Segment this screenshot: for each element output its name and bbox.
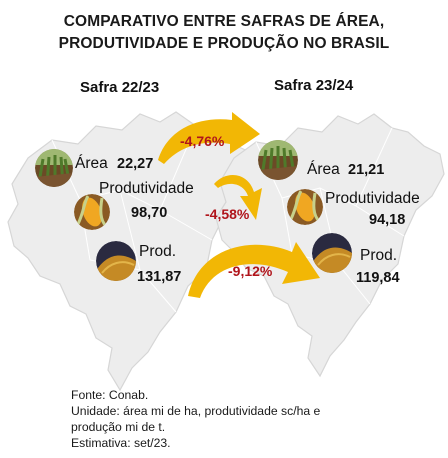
right-area-label: Área [307,161,340,178]
footer-unit-line-1: Unidade: área mi de ha, produtividade sc… [71,404,321,418]
footer-unit-line-2: produção mi de t. [71,420,166,434]
left-production-label: Prod. [139,243,177,260]
grain-pile-icon-right [312,233,352,273]
page-title-line-2: PRODUTIVIDADE E PRODUÇÃO NO BRASIL [58,35,390,52]
corn-cob-icon-right [287,189,323,225]
left-safra-heading: Safra 22/23 [80,79,160,96]
right-production-label: Prod. [360,247,398,264]
arrow-productivity-icon [214,174,262,220]
corn-cob-icon [74,194,110,230]
right-productivity-label: Produtividade [325,190,420,207]
productivity-change: -4,58% [205,206,250,222]
crop-field-icon-right [258,140,298,180]
production-change: -9,12% [228,263,273,279]
left-production-value: 131,87 [137,269,182,285]
crop-field-icon [35,149,73,187]
left-area-label: Área [75,155,108,172]
grain-pile-icon [96,241,136,281]
right-area-value: 21,21 [348,162,385,178]
left-productivity-value: 98,70 [131,205,168,221]
footer-source: Fonte: Conab. [71,388,149,402]
right-productivity-value: 94,18 [369,212,406,228]
right-production-value: 119,84 [356,270,400,286]
area-change: -4,76% [180,133,225,149]
arrow-production-icon [188,242,320,298]
right-safra-heading: Safra 23/24 [274,77,354,94]
page-title-line-1: COMPARATIVO ENTRE SAFRAS DE ÁREA, [63,13,385,30]
left-area-value: 22,27 [117,156,154,172]
left-productivity-label: Produtividade [99,180,194,197]
arrow-area-icon [158,112,260,164]
footer-estimate: Estimativa: set/23. [71,436,171,450]
